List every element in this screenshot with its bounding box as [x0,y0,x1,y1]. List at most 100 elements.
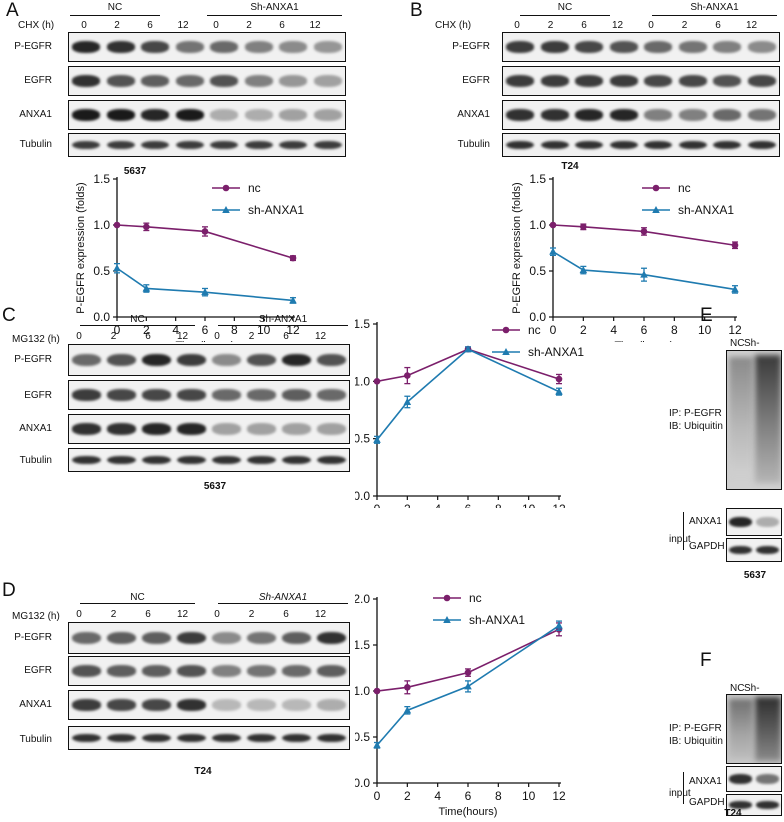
series-line-sh-b [552,250,736,291]
ib-label-f: IB: Ubiquitin [669,736,723,747]
band [729,774,752,784]
row-label-egfr-a: EGFR [24,75,52,86]
band [247,665,276,677]
band [317,423,346,435]
band [540,140,569,150]
blot-anxa1-c [68,414,350,444]
lane-label-d-7: 12 [314,609,327,620]
lane-label-c-1: 2 [110,331,117,342]
lane-label-b-6: 6 [715,20,721,31]
x-tick-label-d: 2 [404,789,411,803]
lane-label-c-0: 0 [76,331,82,342]
row-label-anxa1-e: ANXA1 [689,516,722,527]
data-point-nc-c [373,378,381,385]
lane-label-c-7: 12 [314,331,327,342]
band [317,699,346,711]
band [142,423,171,435]
band [756,801,779,809]
smear-nc-f [729,699,753,759]
band [313,75,342,87]
band [729,801,752,809]
lane-label-a-3: 12 [177,20,189,31]
band [729,516,752,528]
blot-gapdh-f [726,794,782,816]
band [609,75,638,87]
legend-label-nc-b: nc [678,181,691,195]
cell-line-b: T24 [561,161,579,172]
band [713,140,742,150]
band [713,41,742,53]
y-tick-label-c: 0.0 [355,489,370,503]
blot-tubulin-a [68,133,346,157]
band [72,354,101,366]
blot-anxa1-d [68,690,350,720]
data-point-nc-b [549,221,557,229]
band [142,733,171,743]
group-line-sh-b [652,15,777,16]
panel-label-b: B [410,0,423,21]
band [747,140,776,150]
band [244,75,273,87]
blot-pegfr-b [502,32,780,62]
legend-label-nc-c: nc [528,323,541,337]
band [313,140,342,150]
band [247,389,276,401]
band [72,389,101,401]
y-tick-label-b: 0.0 [529,310,546,324]
data-point-nc-c [555,375,563,383]
blot-anxa1-a [68,100,346,130]
band [317,632,346,644]
data-point-nc-a [113,221,121,229]
band [247,699,276,711]
lane-label-b-3: 12 [611,20,624,31]
x-tick-label-a: 8 [231,323,238,337]
row-label-tubulin-b: Tubulin [457,139,490,150]
legend-label-sh-a: sh-ANXA1 [248,203,304,217]
lane-label-a-0: 0 [81,20,87,31]
group-line-nc-a [70,15,160,16]
x-tick-label-b: 2 [580,323,587,337]
band [247,632,276,644]
y-tick-label-a: 1.5 [93,172,110,186]
band [72,733,101,743]
smear-sh-f [755,697,781,761]
data-point-sh-d [464,682,472,690]
legend-marker-nc-c [502,326,510,334]
lane-label-a-4: 0 [213,20,219,31]
band [279,41,308,53]
line-chart-d: 0.00.51.01.52.0024681012Time(hours)P-EGF… [355,591,566,818]
lane-label-d-4: 0 [214,609,220,620]
band [175,41,204,53]
band [72,632,101,644]
band [175,75,204,87]
band [747,75,776,87]
x-tick-label-c: 8 [495,502,502,508]
time-header-a: CHX (h) [18,20,55,31]
lane-label-b-0: 0 [514,20,520,31]
cell-line-c: 5637 [203,481,227,492]
ip-label-f: IP: P-EGFR [669,723,722,734]
band [317,389,346,401]
lane-label-d-6: 6 [283,609,289,620]
band [282,699,311,711]
x-axis-label-b: Time(hours) [615,340,674,342]
x-tick-label-d: 10 [522,789,536,803]
band [575,109,604,121]
y-tick-label-a: 1.0 [93,218,110,232]
band [540,109,569,121]
band [747,41,776,53]
band [210,75,239,87]
x-tick-label-c: 0 [374,502,381,508]
band [177,354,206,366]
y-axis-label-a: P-EGFR expression (folds) [75,182,87,313]
y-tick-label-b: 1.0 [529,218,546,232]
y-tick-label-d: 0.0 [355,776,370,790]
band [317,665,346,677]
band [678,140,707,150]
group-line-nc-b [520,15,610,16]
band [540,41,569,53]
legend-label-nc-a: nc [248,181,261,195]
band [177,632,206,644]
y-tick-label-a: 0.5 [93,264,110,278]
blot-egfr-d [68,656,350,686]
